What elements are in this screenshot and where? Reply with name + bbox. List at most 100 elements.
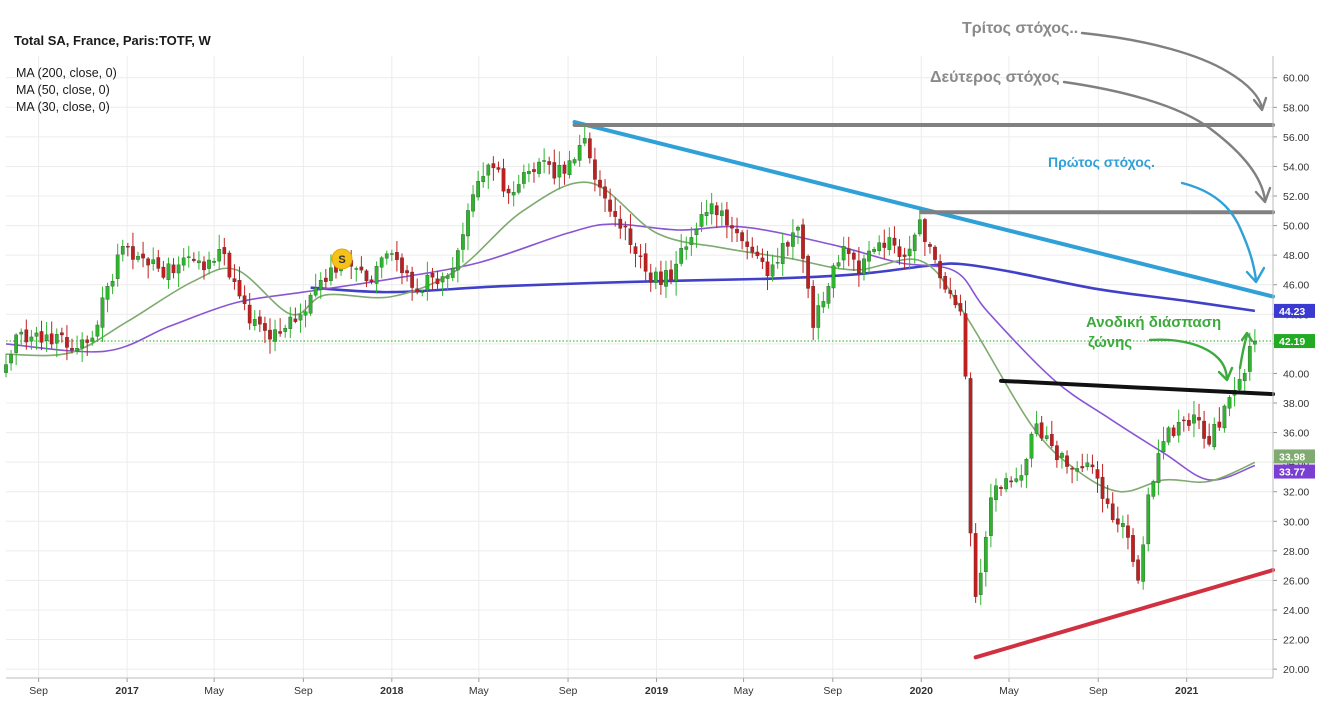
candle-body xyxy=(1166,427,1171,443)
ma-line-50 xyxy=(5,223,1256,481)
candle-body xyxy=(242,295,247,304)
price-tag-bg xyxy=(1274,334,1315,349)
candle-body xyxy=(821,301,826,308)
candle-body xyxy=(232,278,237,282)
candle-body xyxy=(65,337,69,348)
candle-body xyxy=(491,163,496,169)
candle-body xyxy=(298,314,303,321)
candle-body xyxy=(633,246,638,254)
y-tick-label: 24.00 xyxy=(1283,605,1309,617)
candle-body xyxy=(379,257,384,268)
y-tick-label: 52.00 xyxy=(1283,191,1309,203)
candle-body xyxy=(1090,464,1095,468)
candle-body xyxy=(1075,468,1080,472)
candle-body xyxy=(268,329,272,340)
y-tick-label: 38.00 xyxy=(1283,398,1309,410)
candle-body xyxy=(222,247,227,255)
candle-body xyxy=(603,186,607,199)
price-tag-label: 42.19 xyxy=(1279,336,1305,348)
y-tick-label: 40.00 xyxy=(1283,368,1309,380)
x-tick-label: May xyxy=(999,685,1020,697)
y-tick-label: 30.00 xyxy=(1283,516,1309,528)
candle-body xyxy=(425,274,430,291)
legend-ma200: MA (200, close, 0) xyxy=(16,66,117,80)
marker-s-icon[interactable] xyxy=(331,248,353,270)
annotation-arrows xyxy=(1062,31,1272,382)
candle-body xyxy=(613,211,618,217)
candle-body xyxy=(801,224,805,259)
candle-body xyxy=(907,248,912,257)
candle-body xyxy=(653,271,658,283)
candle-body xyxy=(623,225,628,228)
y-tick-label: 26.00 xyxy=(1283,575,1309,587)
candle-body xyxy=(857,260,861,274)
candle-body xyxy=(1019,475,1024,481)
candle-body xyxy=(19,331,24,335)
candle-body xyxy=(1197,417,1201,421)
candle-body xyxy=(887,237,892,250)
candle-body xyxy=(598,179,602,188)
arrow-second-target xyxy=(1062,80,1267,202)
candle-body xyxy=(54,334,59,344)
candle-body xyxy=(872,249,876,252)
candle-body xyxy=(593,159,597,180)
arrow-third-target xyxy=(1080,31,1264,110)
candle-body xyxy=(770,264,775,277)
candle-body xyxy=(628,228,633,245)
price-tag-bg xyxy=(1274,449,1315,464)
candle-body xyxy=(4,364,8,373)
candle-body xyxy=(359,266,364,271)
candle-body xyxy=(410,271,414,288)
candle-body xyxy=(684,246,689,250)
candle-body xyxy=(247,304,252,324)
candle-body xyxy=(943,276,948,290)
candle-body xyxy=(532,169,536,172)
candle-body xyxy=(958,303,963,312)
candle-body xyxy=(796,226,800,231)
candle-body xyxy=(1131,535,1135,562)
candle-body xyxy=(846,248,851,254)
candle-body xyxy=(577,145,582,161)
candle-body xyxy=(1242,373,1247,382)
candle-body xyxy=(75,348,79,352)
candle-body xyxy=(202,261,206,271)
candle-body xyxy=(557,165,562,178)
candle-body xyxy=(44,334,49,341)
candle-body xyxy=(1161,441,1166,453)
legend-ma50: MA (50, close, 0) xyxy=(16,83,110,97)
candle-body xyxy=(826,286,831,304)
arrow-first-target xyxy=(1180,181,1258,282)
candle-body xyxy=(1146,494,1151,545)
candle-body xyxy=(95,324,100,337)
candle-body xyxy=(1110,503,1115,520)
candle-body xyxy=(740,232,744,242)
y-tick-label: 56.00 xyxy=(1283,132,1309,144)
candle-body xyxy=(730,225,734,229)
candle-body xyxy=(745,241,750,247)
y-tick-label: 46.00 xyxy=(1283,280,1309,292)
trendline-support-uptrend xyxy=(973,568,1275,660)
candle-body xyxy=(933,246,937,260)
candle-body xyxy=(445,275,450,279)
candle-body xyxy=(912,234,917,252)
candle-body xyxy=(303,311,308,316)
candle-body xyxy=(1049,434,1054,447)
candle-body xyxy=(400,257,404,274)
candle-body xyxy=(968,378,973,534)
x-tick-label: Sep xyxy=(1089,685,1108,697)
candle-body xyxy=(938,261,942,279)
candle-body xyxy=(882,242,887,248)
candle-body xyxy=(105,286,110,300)
candle-body xyxy=(1247,346,1252,372)
ma-line-200 xyxy=(310,262,1256,313)
candle-body xyxy=(953,295,958,306)
marker-s[interactable]: S xyxy=(331,248,353,270)
x-tick-label: May xyxy=(469,685,490,697)
y-tick-label: 36.00 xyxy=(1283,428,1309,440)
candle-body xyxy=(59,332,64,336)
candle-body xyxy=(186,256,191,258)
arrow-breakout-up-head xyxy=(1240,331,1254,343)
candle-body xyxy=(643,253,648,272)
price-tag-bg xyxy=(1274,303,1315,318)
candle-body xyxy=(725,209,729,226)
